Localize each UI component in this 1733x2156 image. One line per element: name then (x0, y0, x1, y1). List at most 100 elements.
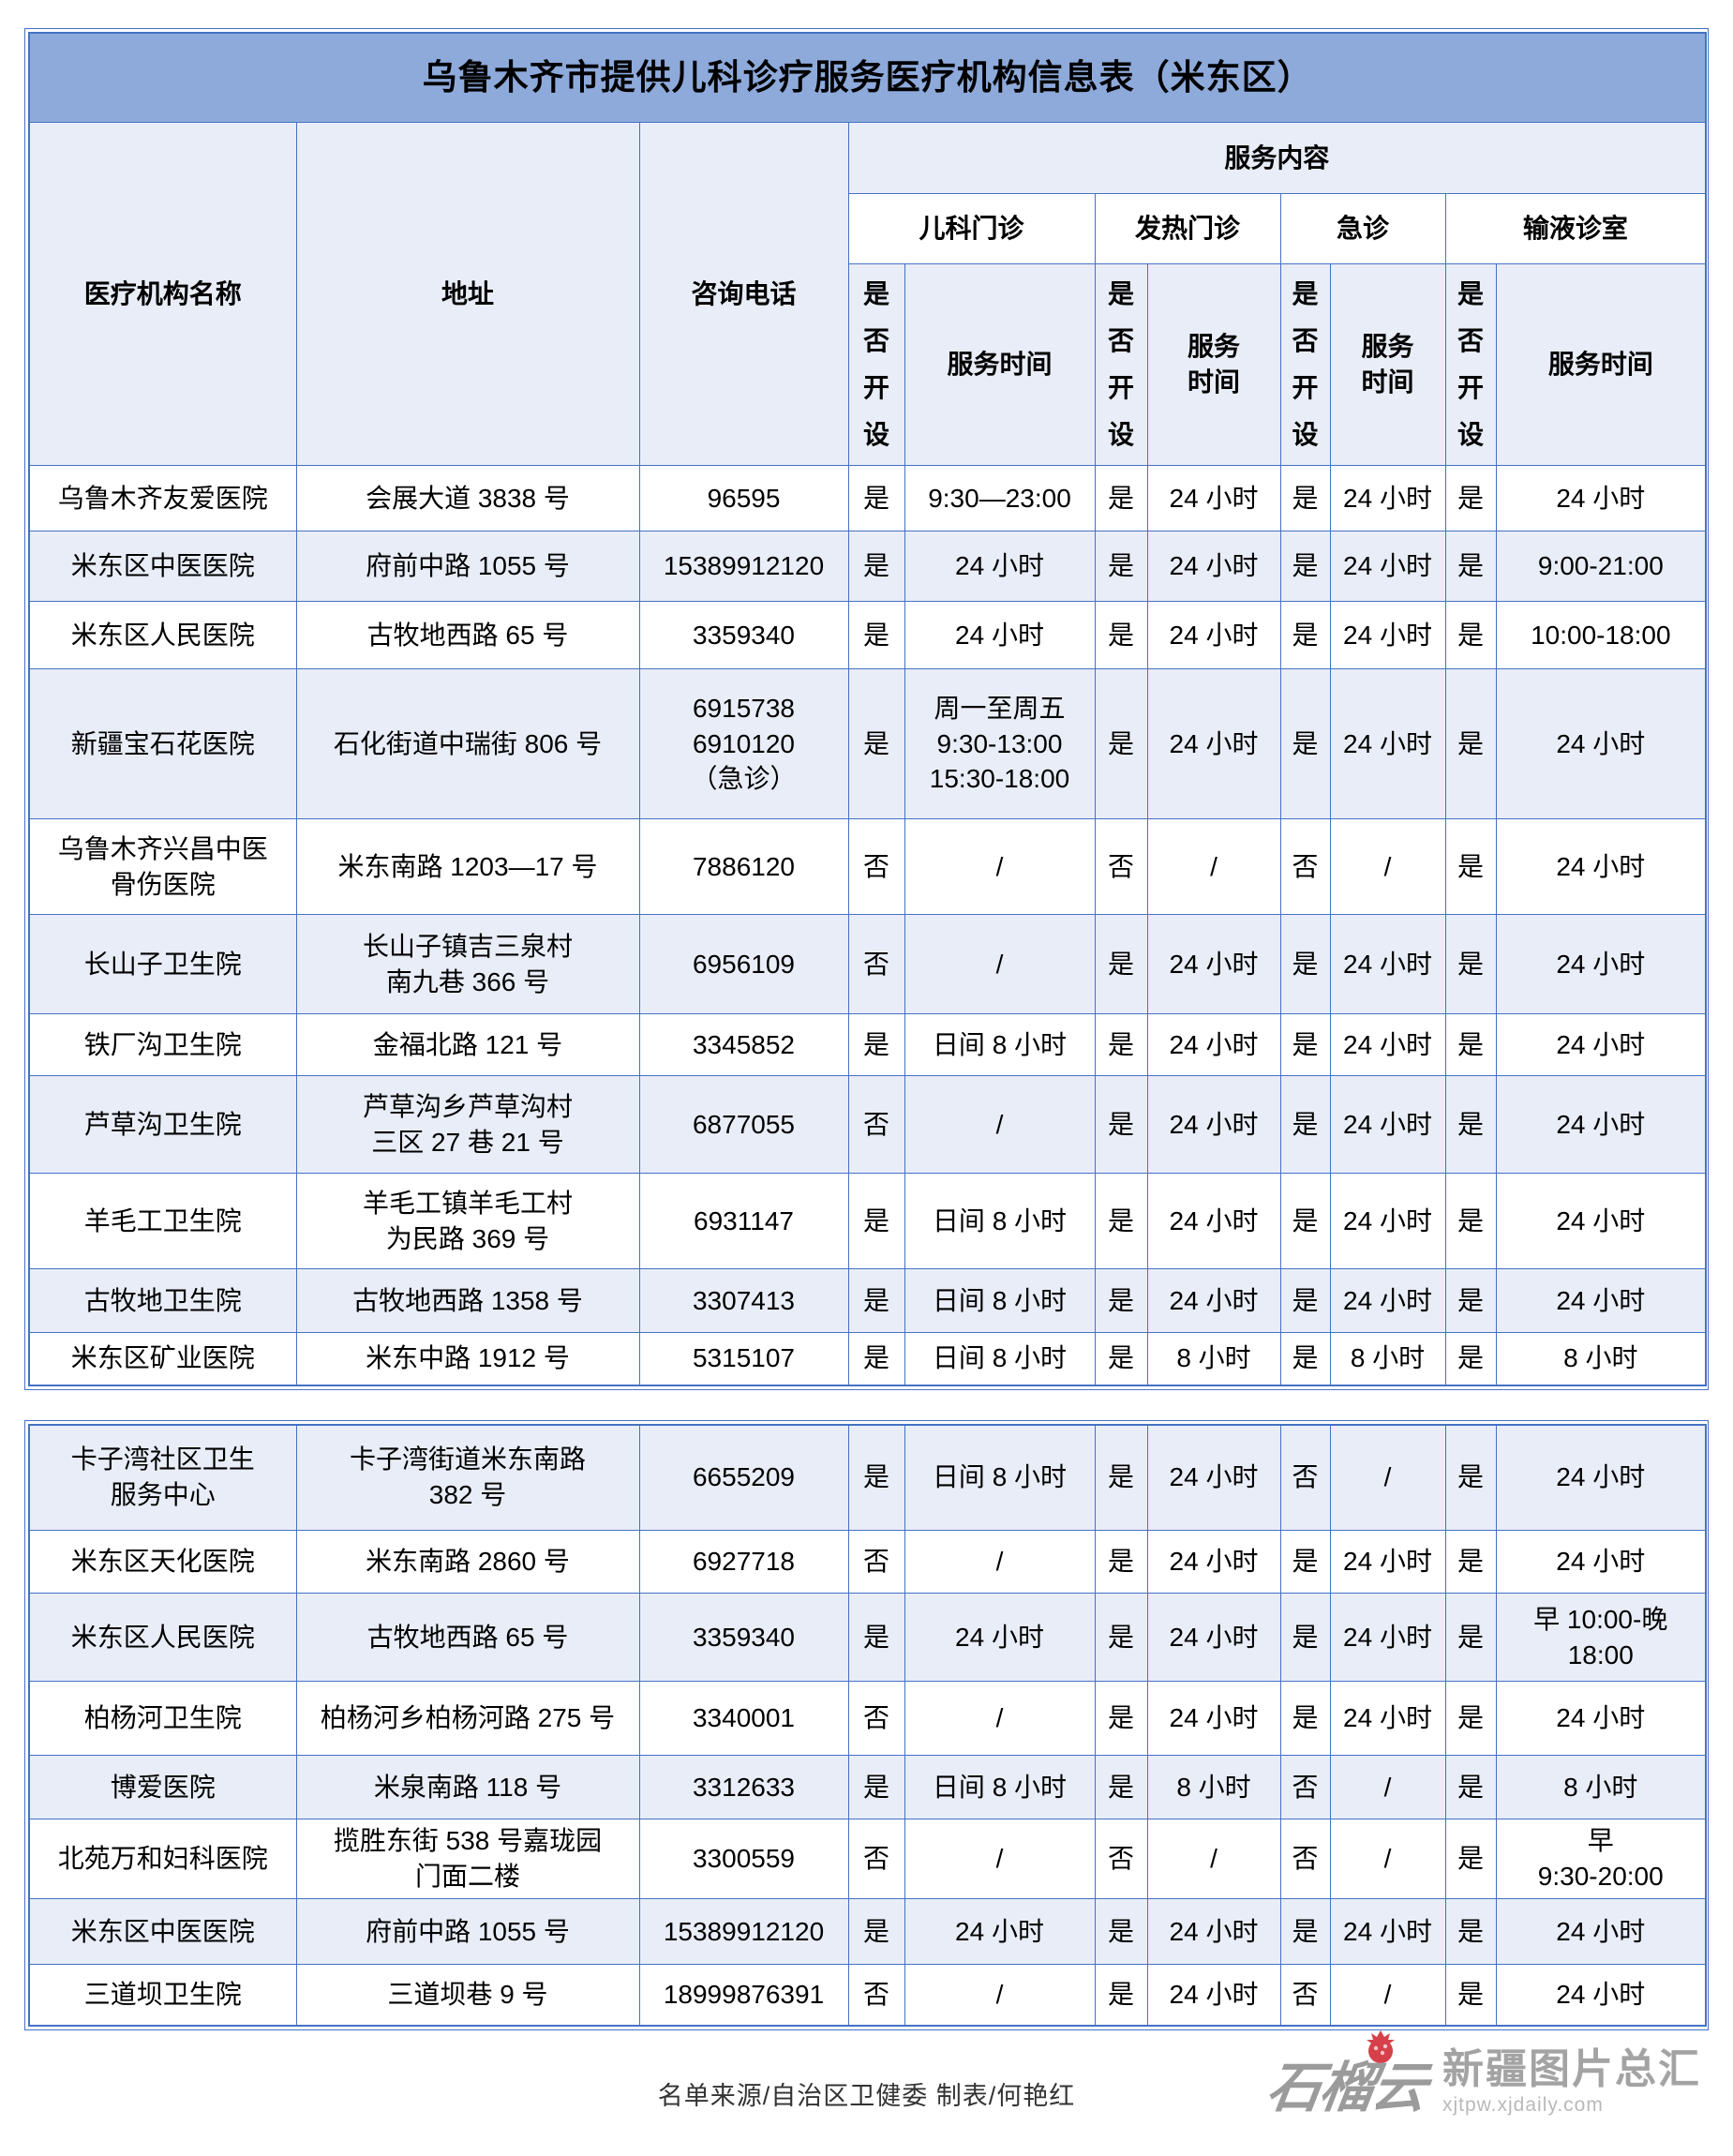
medical-institutions-table-1: 乌鲁木齐市提供儿科诊疗服务医疗机构信息表（米东区） 医疗机构名称 地址 咨询电话… (28, 32, 1708, 1386)
fever-open-cell: 否 (1094, 1819, 1148, 1899)
emergency-open-cell: 是 (1279, 668, 1331, 819)
emergency-time-cell: 24 小时 (1329, 465, 1446, 532)
fever-open-cell: 是 (1094, 1593, 1148, 1682)
pediatric-open-cell: 是 (847, 1268, 905, 1333)
infusion-time-cell: 24 小时 (1495, 1268, 1707, 1333)
emergency-open-cell: 是 (1279, 1593, 1331, 1682)
col-header-infusion-open: 是否开设 (1444, 263, 1497, 466)
infusion-time-cell: 24 小时 (1495, 1530, 1707, 1594)
org-name-cell: 羊毛工卫生院 (28, 1173, 297, 1269)
infusion-open-cell: 是 (1444, 1173, 1497, 1269)
fever-time-cell: 24 小时 (1146, 601, 1281, 669)
table-row: 长山子卫生院 长山子镇吉三泉村 南九巷 366 号 6956109 否 / 是 24 小时是… (28, 914, 1707, 1014)
emergency-open-cell: 是 (1279, 1268, 1331, 1333)
emergency-open-cell: 否 (1279, 1819, 1331, 1899)
infusion-open-cell: 是 (1444, 601, 1497, 669)
emergency-time-cell: / (1329, 1964, 1446, 2026)
fever-open-cell: 是 (1094, 465, 1148, 532)
header-row-sub: 是否开设 服务时间 是否开设 服务时间 是否开设 服务时间 是否开设 服务时间 (29, 263, 1707, 466)
col-header-pediatric-open: 是否开设 (847, 263, 905, 466)
pediatric-time-cell: / (904, 1075, 1096, 1174)
pediatric-open-cell: 否 (847, 1530, 905, 1594)
vertical-label: 是否开设 (862, 279, 889, 449)
phone-cell: 15389912120 (638, 1898, 849, 1965)
fever-open-cell: 是 (1094, 1332, 1148, 1385)
infusion-open-cell: 是 (1444, 1530, 1497, 1594)
emergency-time-cell: 24 小时 (1329, 1530, 1446, 1594)
pediatric-open-cell: 是 (847, 1593, 905, 1682)
address-cell: 芦草沟乡芦草沟村 三区 27 巷 21 号 (295, 1075, 640, 1174)
org-name-cell: 米东区人民医院 (28, 1593, 297, 1682)
table-row: 米东区中医医院 府前中路 1055 号 15389912120 是 24 小时是 24 小… (28, 1898, 1707, 1965)
table-row: 芦草沟卫生院 芦草沟乡芦草沟村 三区 27 巷 21 号 6877055 否 / 是 24 … (28, 1075, 1707, 1174)
col-header-pediatric-time: 服务时间 (904, 263, 1096, 466)
address-cell: 米东南路 1203—17 号 (295, 818, 640, 915)
address-cell: 揽胜东街 538 号嘉珑园 门面二楼 (295, 1819, 640, 1899)
fever-time-cell: 24 小时 (1146, 1268, 1281, 1333)
pediatric-time-cell: / (904, 914, 1096, 1014)
pediatric-time-cell: 日间 8 小时 (904, 1332, 1096, 1385)
table-row: 乌鲁木齐兴昌中医 骨伤医院 米东南路 1203—17 号 7886120 否 / 否 / 否 /… (28, 818, 1707, 915)
address-cell: 古牧地西路 65 号 (295, 601, 640, 669)
phone-cell: 6655209 (638, 1424, 849, 1531)
medical-institutions-table-2: 卡子湾社区卫生 服务中心 卡子湾街道米东南路 382 号 6655209 是日间 8 … (28, 1423, 1707, 2027)
fever-time-cell: 24 小时 (1146, 914, 1281, 1014)
fever-open-cell: 是 (1094, 1013, 1148, 1076)
fever-open-cell: 是 (1094, 1755, 1148, 1819)
table2-body: 卡子湾社区卫生 服务中心 卡子湾街道米东南路 382 号 6655209 是日间 8 … (28, 1424, 1707, 2026)
pediatric-open-cell: 否 (847, 1964, 905, 2026)
table-row: 铁厂沟卫生院 金福北路 121 号 3345852 是日间 8 小时是 24 小时是 24… (28, 1013, 1707, 1076)
emergency-time-cell: 24 小时 (1329, 601, 1446, 669)
table-title-row: 乌鲁木齐市提供儿科诊疗服务医疗机构信息表（米东区） (28, 32, 1707, 123)
fever-time-cell: 24 小时 (1146, 531, 1281, 602)
org-name-cell: 博爱医院 (28, 1755, 297, 1819)
vertical-label: 是否开设 (1292, 279, 1319, 449)
emergency-time-cell: / (1329, 1819, 1446, 1899)
emergency-open-cell: 否 (1279, 1964, 1331, 2026)
fever-time-cell: 24 小时 (1146, 1593, 1281, 1682)
pediatric-time-cell: 24 小时 (904, 531, 1096, 602)
address-cell: 会展大道 3838 号 (295, 465, 640, 532)
phone-cell: 6956109 (638, 914, 849, 1014)
org-name-cell: 柏杨河卫生院 (28, 1681, 297, 1756)
emergency-open-cell: 是 (1279, 601, 1331, 669)
col-header-org-name: 医疗机构名称 (28, 122, 297, 466)
infusion-open-cell: 是 (1444, 465, 1497, 532)
emergency-open-cell: 是 (1279, 914, 1331, 1014)
fever-time-cell: 24 小时 (1146, 1075, 1281, 1174)
fever-time-cell: 24 小时 (1146, 1681, 1281, 1756)
pediatric-open-cell: 是 (847, 1898, 905, 1965)
infusion-time-cell: 24 小时 (1495, 1964, 1707, 2026)
phone-cell: 18999876391 (638, 1964, 849, 2026)
col-header-emergency: 急诊 (1279, 193, 1446, 264)
org-name-cell: 卡子湾社区卫生 服务中心 (28, 1424, 297, 1531)
pediatric-open-cell: 是 (847, 668, 905, 819)
phone-cell: 6915738 6910120 （急诊） (638, 668, 849, 819)
fever-open-cell: 是 (1094, 668, 1148, 819)
table-row: 米东区矿业医院 米东中路 1912 号 5315107 是日间 8 小时是 8 小时是 8… (28, 1332, 1707, 1385)
emergency-open-cell: 是 (1279, 531, 1331, 602)
pediatric-time-cell: 周一至周五 9:30-13:00 15:30-18:00 (904, 668, 1096, 819)
infusion-time-cell: 24 小时 (1495, 1424, 1707, 1531)
col-header-emergency-open: 是否开设 (1279, 263, 1331, 466)
emergency-time-cell: 24 小时 (1329, 1075, 1446, 1174)
emergency-time-cell: 24 小时 (1329, 1898, 1446, 1965)
infusion-open-cell: 是 (1444, 1964, 1497, 2026)
pediatric-open-cell: 否 (847, 818, 905, 915)
logo-cn-text: 石榴云 (1262, 2057, 1429, 2119)
address-cell: 米东中路 1912 号 (295, 1332, 640, 1385)
table-row: 博爱医院 米泉南路 118 号 3312633 是日间 8 小时是 8 小时否 / 是 8 小… (28, 1755, 1707, 1819)
pediatric-time-cell: 日间 8 小时 (904, 1755, 1096, 1819)
table2-panel: 卡子湾社区卫生 服务中心 卡子湾街道米东南路 382 号 6655209 是日间 8 … (24, 1419, 1709, 2030)
org-name-cell: 米东区天化医院 (28, 1530, 297, 1594)
fever-open-cell: 是 (1094, 1681, 1148, 1756)
emergency-time-cell: 24 小时 (1329, 914, 1446, 1014)
infusion-time-cell: 9:00-21:00 (1495, 531, 1707, 602)
emergency-time-cell: 24 小时 (1329, 668, 1446, 819)
fever-open-cell: 是 (1094, 1173, 1148, 1269)
table-row: 米东区人民医院 古牧地西路 65 号 3359340 是 24 小时是 24 小时是 24 … (28, 1593, 1707, 1682)
infusion-time-cell: 24 小时 (1495, 914, 1707, 1014)
org-name-cell: 三道坝卫生院 (28, 1964, 297, 2026)
address-cell: 三道坝巷 9 号 (295, 1964, 640, 2026)
infusion-open-cell: 是 (1444, 1075, 1497, 1174)
